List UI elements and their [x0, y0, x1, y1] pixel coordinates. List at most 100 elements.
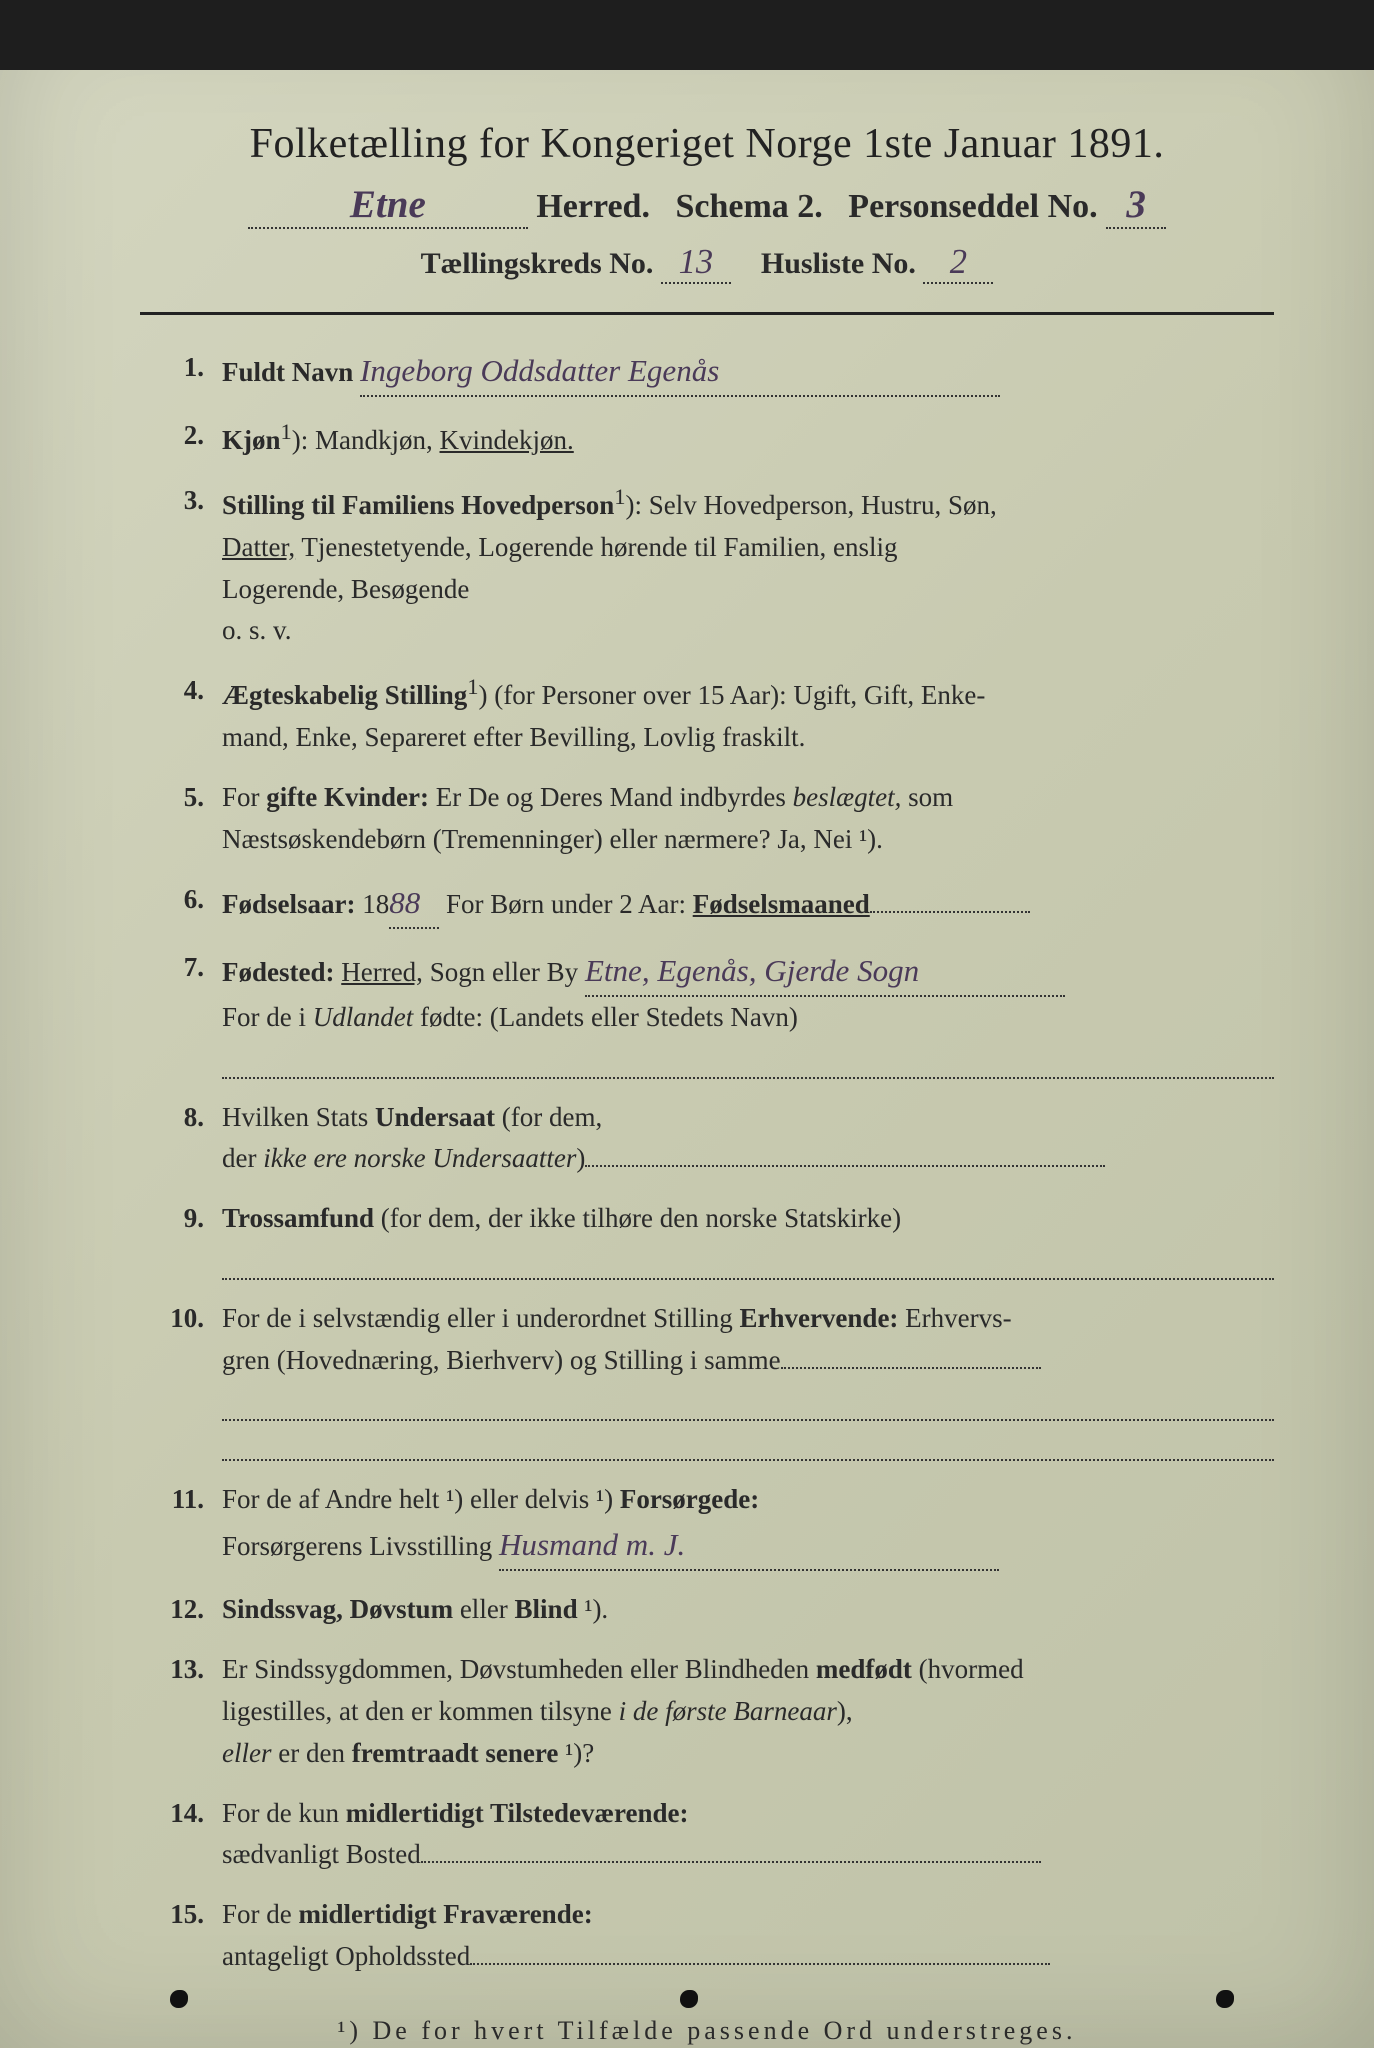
text: ¹). [578, 1594, 609, 1624]
label-tilstedevaerende: midlertidigt Tilstedeværende: [346, 1798, 689, 1828]
value-fodested: Etne, Egenås, Gjerde Sogn [585, 947, 1065, 997]
label-fuldt-navn: Fuldt Navn [222, 357, 353, 387]
item-10: 10. For de i selvstændig eller i underor… [140, 1298, 1274, 1461]
item-13: 13. Er Sindssygdommen, Døvstumheden elle… [140, 1649, 1274, 1775]
husliste-label: Husliste No. [761, 247, 916, 280]
label-sindssvag: Sindssvag, Døvstum [222, 1594, 453, 1624]
blank-field [781, 1367, 1041, 1369]
item-6: 6. Fødselsaar: 1888 For Børn under 2 Aar… [140, 879, 1274, 929]
blank-line [222, 1240, 1274, 1280]
text: Hvilken Stats [222, 1102, 375, 1132]
item-body: Trossamfund (for dem, der ikke tilhøre d… [222, 1198, 1274, 1280]
text: antageligt Opholdssted [222, 1941, 470, 1971]
kvindekjon-underlined: Kvindekjøn. [440, 425, 574, 455]
item-body: Fødested: Herred, Sogn eller By Etne, Eg… [222, 947, 1274, 1079]
text-ital: Udlandet [313, 1002, 414, 1032]
item-body: For gifte Kvinder: Er De og Deres Mand i… [222, 777, 1274, 861]
text: For de i selvstændig eller i underordnet… [222, 1303, 739, 1333]
blank-field [585, 1165, 1105, 1167]
blank-line [222, 1039, 1274, 1079]
item-num: 12. [140, 1589, 222, 1631]
text: Er Sindssygdommen, Døvstumheden eller Bl… [222, 1654, 816, 1684]
blank-field [421, 1861, 1041, 1863]
personseddel-label: Personseddel No. [848, 188, 1097, 225]
text: ): Selv Hovedperson, Hustru, Søn, [626, 490, 997, 520]
item-9: 9. Trossamfund (for dem, der ikke tilhør… [140, 1198, 1274, 1280]
kreds-label: Tællingskreds No. [421, 247, 654, 280]
text: (for dem, [495, 1102, 602, 1132]
item-num: 5. [140, 777, 222, 861]
text: fødte: (Landets eller Stedets Navn) [413, 1002, 798, 1032]
year-prefix: 18 [362, 889, 389, 919]
text: mand, Enke, Separeret efter Bevilling, L… [222, 722, 805, 752]
herred-value: Etne [248, 182, 528, 229]
label-stilling: Stilling til Familiens Hovedperson [222, 490, 614, 520]
text-ital: beslægtet, [793, 782, 902, 812]
item-2: 2. Kjøn1): Mandkjøn, Kvindekjøn. [140, 415, 1274, 462]
text: ) [576, 1143, 585, 1173]
item-num: 13. [140, 1649, 222, 1775]
text: Erhvervs- [898, 1303, 1011, 1333]
blank-field [470, 1963, 1050, 1965]
text: sædvanligt Bosted [222, 1839, 421, 1869]
herred-underlined: Herred, [341, 957, 423, 987]
item-3: 3. Stilling til Familiens Hovedperson1):… [140, 480, 1274, 652]
text: ): Mandkjøn, [292, 425, 440, 455]
form-title: Folketælling for Kongeriget Norge 1ste J… [140, 120, 1274, 168]
item-15: 15. For de midlertidigt Fraværende: anta… [140, 1894, 1274, 1978]
label-senere: fremtraadt senere [352, 1738, 559, 1768]
sup: 1 [614, 484, 625, 509]
datter-underlined: Datter, [222, 532, 295, 562]
item-num: 14. [140, 1793, 222, 1877]
label-kjon: Kjøn [222, 425, 281, 455]
text: ¹)? [558, 1738, 594, 1768]
census-form-page: Folketælling for Kongeriget Norge 1ste J… [0, 0, 1374, 2048]
blank-line [222, 1421, 1274, 1461]
item-num: 6. [140, 879, 222, 929]
label-forsorgede: Forsørgede: [620, 1484, 759, 1514]
text: Næstsøskendebørn (Tremenninger) eller næ… [222, 824, 883, 854]
sup: 1 [467, 674, 478, 699]
label-medfodt: medfødt [816, 1654, 912, 1684]
form-header: Folketælling for Kongeriget Norge 1ste J… [140, 120, 1274, 284]
item-body: For de kun midlertidigt Tilstedeværende:… [222, 1793, 1274, 1877]
item-num: 4. [140, 670, 222, 759]
item-num: 10. [140, 1298, 222, 1461]
text: For Børn under 2 Aar: [446, 889, 693, 919]
blank-field [870, 911, 1030, 913]
text: For de i [222, 1002, 313, 1032]
text: er den [271, 1738, 351, 1768]
text: Sogn eller By [423, 957, 585, 987]
husliste-value: 2 [923, 243, 993, 284]
ink-spot-icon [680, 1990, 698, 2008]
text: eller [453, 1594, 514, 1624]
label-trossamfund: Trossamfund [222, 1203, 374, 1233]
text: ), [837, 1696, 853, 1726]
item-body: Er Sindssygdommen, Døvstumheden eller Bl… [222, 1649, 1274, 1775]
text-ital: ikke ere norske Undersaatter [263, 1143, 576, 1173]
item-4: 4. Ægteskabelig Stilling1) (for Personer… [140, 670, 1274, 759]
text: Er De og Deres Mand indbyrdes [429, 782, 793, 812]
item-num: 7. [140, 947, 222, 1079]
blank-line [222, 1382, 1274, 1422]
herred-line: Etne Herred. Schema 2. Personseddel No. … [140, 182, 1274, 229]
personseddel-value: 3 [1106, 182, 1166, 229]
text: Tjenestetyende, Logerende hørende til Fa… [295, 532, 897, 562]
label-erhvervende: Erhvervende: [739, 1303, 898, 1333]
item-body: Fødselsaar: 1888 For Børn under 2 Aar: F… [222, 879, 1274, 929]
text: Logerende, Besøgende [222, 574, 469, 604]
text: For de kun [222, 1798, 346, 1828]
item-body: Kjøn1): Mandkjøn, Kvindekjøn. [222, 415, 1274, 462]
item-num: 1. [140, 347, 222, 397]
item-num: 8. [140, 1097, 222, 1181]
form-items: 1. Fuldt Navn Ingeborg Oddsdatter Egenås… [140, 347, 1274, 1978]
item-12: 12. Sindssvag, Døvstum eller Blind ¹). [140, 1589, 1274, 1631]
item-14: 14. For de kun midlertidigt Tilstedevære… [140, 1793, 1274, 1877]
item-8: 8. Hvilken Stats Undersaat (for dem, der… [140, 1097, 1274, 1181]
text: For de [222, 1899, 299, 1929]
label-aegteskab: Ægteskabelig Stilling [222, 680, 467, 710]
label-fodselsmaaned: Fødselsmaaned [693, 889, 870, 919]
item-body: For de af Andre helt ¹) eller delvis ¹) … [222, 1479, 1274, 1571]
value-name: Ingeborg Oddsdatter Egenås [360, 347, 1000, 397]
year-value: 88 [389, 879, 439, 929]
